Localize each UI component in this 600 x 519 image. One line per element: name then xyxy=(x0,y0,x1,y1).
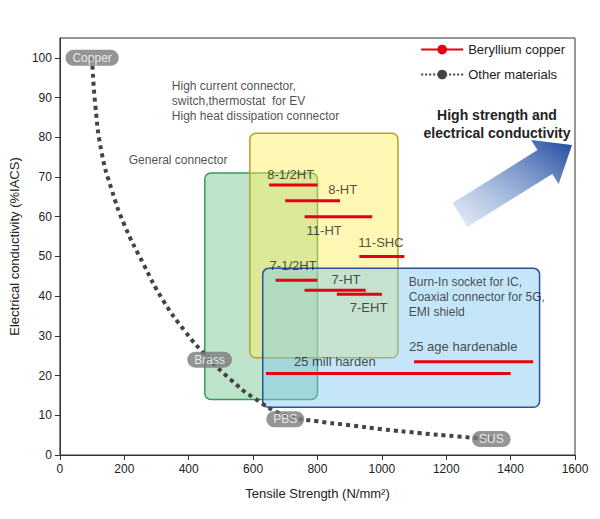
svg-text:50: 50 xyxy=(39,249,53,263)
svg-text:General connector: General connector xyxy=(129,153,228,167)
svg-text:10: 10 xyxy=(39,408,53,422)
svg-text:Brass: Brass xyxy=(194,353,225,367)
svg-text:11-HT: 11-HT xyxy=(307,223,342,238)
svg-text:Coaxial connector for 5G,: Coaxial connector for 5G, xyxy=(409,290,545,304)
svg-text:20: 20 xyxy=(39,369,53,383)
svg-text:70: 70 xyxy=(39,170,53,184)
svg-text:electrical conductivity: electrical conductivity xyxy=(423,125,570,141)
svg-text:11-SHC: 11-SHC xyxy=(358,235,403,250)
svg-text:200: 200 xyxy=(114,462,134,476)
svg-text:30: 30 xyxy=(39,329,53,343)
svg-text:60: 60 xyxy=(39,210,53,224)
svg-text:1400: 1400 xyxy=(497,462,524,476)
svg-text:7-EHT: 7-EHT xyxy=(350,300,388,315)
svg-text:600: 600 xyxy=(243,462,263,476)
svg-text:400: 400 xyxy=(179,462,199,476)
svg-text:80: 80 xyxy=(39,130,53,144)
svg-text:EMI shield: EMI shield xyxy=(409,305,465,319)
svg-text:PBS: PBS xyxy=(273,412,297,426)
svg-text:Copper: Copper xyxy=(72,51,111,65)
svg-text:1000: 1000 xyxy=(368,462,395,476)
svg-text:switch,thermostat for EV: switch,thermostat for EV xyxy=(172,94,305,108)
svg-text:High current connector,: High current connector, xyxy=(172,79,296,93)
svg-text:8-HT: 8-HT xyxy=(328,182,357,197)
svg-text:7-1/2HT: 7-1/2HT xyxy=(270,258,317,273)
svg-text:Burn-In socket for IC,: Burn-In socket for IC, xyxy=(409,275,522,289)
svg-text:8-1/2HT: 8-1/2HT xyxy=(267,167,314,182)
svg-text:Beryllium copper: Beryllium copper xyxy=(468,42,565,57)
svg-text:40: 40 xyxy=(39,289,53,303)
svg-text:0: 0 xyxy=(57,462,64,476)
svg-text:High strength and: High strength and xyxy=(437,107,557,123)
svg-text:800: 800 xyxy=(307,462,327,476)
svg-text:0: 0 xyxy=(45,448,52,462)
svg-text:High heat dissipation connecto: High heat dissipation connector xyxy=(172,109,339,123)
svg-text:25 age hardenable: 25 age hardenable xyxy=(409,339,517,354)
svg-text:Other materials: Other materials xyxy=(468,67,557,82)
svg-text:90: 90 xyxy=(39,91,53,105)
svg-text:Tensile Strength (N/mm²): Tensile Strength (N/mm²) xyxy=(245,486,389,501)
svg-text:100: 100 xyxy=(32,51,52,65)
svg-text:25 mill harden: 25 mill harden xyxy=(294,354,376,369)
svg-text:SUS: SUS xyxy=(479,432,504,446)
svg-text:Electrical conductivity (%IACS: Electrical conductivity (%IACS) xyxy=(7,157,22,335)
svg-text:1200: 1200 xyxy=(433,462,460,476)
svg-text:7-HT: 7-HT xyxy=(332,272,361,287)
svg-text:1600: 1600 xyxy=(562,462,589,476)
